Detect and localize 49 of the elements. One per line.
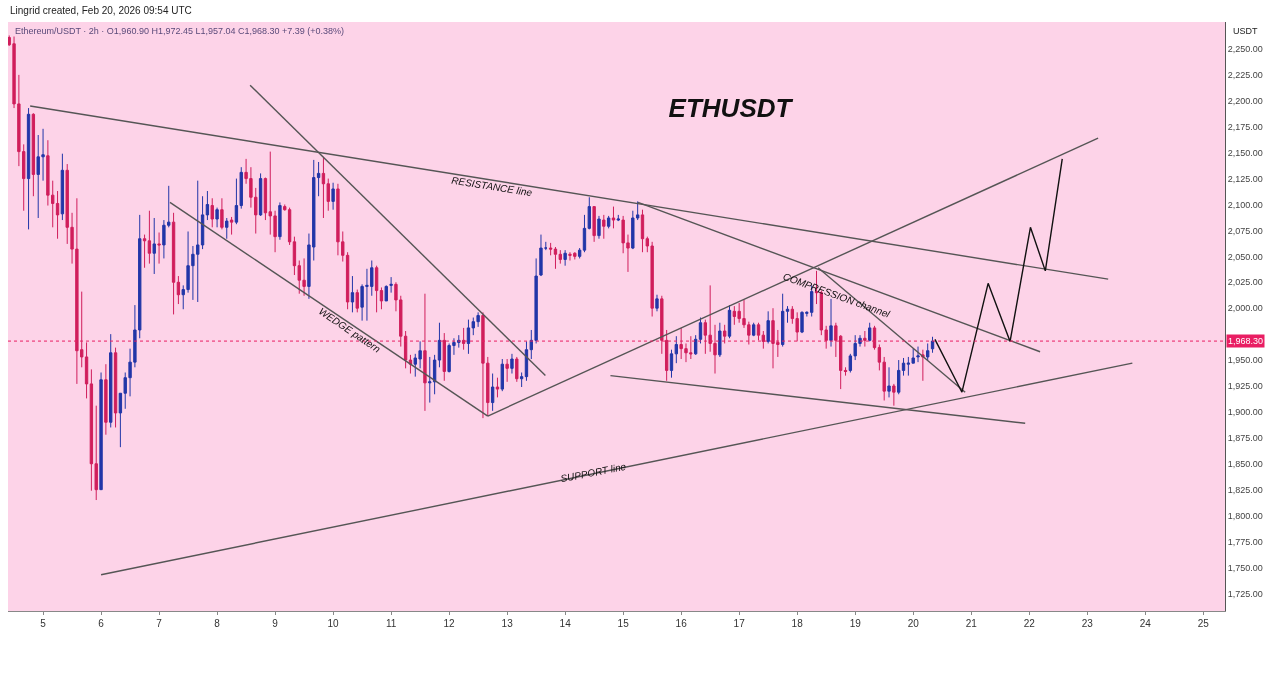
y-tick-label: 1,950.00 xyxy=(1227,355,1263,366)
x-tick-label: 7 xyxy=(156,618,163,629)
x-tick-label: 21 xyxy=(965,618,978,629)
y-tick-label: 1,750.00 xyxy=(1227,562,1263,573)
x-tick-label: 23 xyxy=(1081,618,1094,629)
y-tick-label: 1,875.00 xyxy=(1227,432,1263,443)
x-tick-label: 10 xyxy=(327,618,340,629)
x-tick-label: 5 xyxy=(40,618,47,629)
text: ETHUSDT xyxy=(668,93,794,124)
x-tick-label: 8 xyxy=(214,618,221,629)
y-tick-label: 1,725.00 xyxy=(1227,588,1263,599)
y-axis-title: USDT xyxy=(1233,26,1258,36)
x-tick-label: 14 xyxy=(559,618,572,629)
y-tick-label: 2,075.00 xyxy=(1227,225,1263,236)
x-tick-label: 24 xyxy=(1139,618,1152,629)
x-tick-label: 16 xyxy=(675,618,688,629)
y-tick-label: 2,150.00 xyxy=(1227,147,1263,158)
annotation: RESISTANCE line xyxy=(450,174,534,199)
x-tick-label: 22 xyxy=(1023,618,1036,629)
y-tick-label: 2,100.00 xyxy=(1227,199,1263,210)
y-tick-label: 1,775.00 xyxy=(1227,536,1263,547)
x-tick-label: 13 xyxy=(501,618,514,629)
y-tick-label: 1,825.00 xyxy=(1227,484,1263,495)
text: Lingrid created, Feb 20, 2026 09:54 UTC xyxy=(10,5,192,16)
ref-line-label: 1,968.30 xyxy=(1228,336,1264,346)
y-tick-label: 2,000.00 xyxy=(1227,303,1263,314)
x-tick-label: 12 xyxy=(443,618,456,629)
x-tick-label: 18 xyxy=(791,618,804,629)
x-tick-label: 6 xyxy=(98,618,105,629)
x-tick-label: 25 xyxy=(1197,618,1210,629)
y-tick-label: 2,050.00 xyxy=(1227,251,1263,262)
y-tick-label: 1,925.00 xyxy=(1227,381,1263,392)
y-tick-label: 1,800.00 xyxy=(1227,510,1263,521)
x-tick-label: 15 xyxy=(617,618,630,629)
y-tick-label: 1,850.00 xyxy=(1227,458,1263,469)
chart-subtitle: Ethereum/USDT · 2h · O1,960.90 H1,972.45 L1,957.04 C1,968.30 +7.39 (+0.38%) xyxy=(15,26,345,36)
x-tick-label: 20 xyxy=(907,618,920,629)
y-tick-label: 2,125.00 xyxy=(1227,173,1263,184)
y-tick-label: 2,175.00 xyxy=(1227,121,1263,132)
x-tick-label: 19 xyxy=(849,618,862,629)
x-tick-label: 9 xyxy=(272,618,279,629)
y-tick-label: 2,200.00 xyxy=(1227,95,1263,106)
y-tick-label: 2,025.00 xyxy=(1227,277,1263,288)
x-tick-label: 17 xyxy=(733,618,746,629)
x-tick-label: 11 xyxy=(385,618,397,629)
y-tick-label: 2,225.00 xyxy=(1227,70,1263,81)
y-tick-label: 1,900.00 xyxy=(1227,407,1263,418)
y-tick-label: 2,250.00 xyxy=(1227,44,1263,55)
annotation: SUPPORT line xyxy=(559,460,628,485)
